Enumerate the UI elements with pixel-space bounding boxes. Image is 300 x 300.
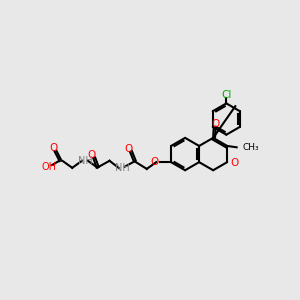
Text: O: O bbox=[124, 144, 133, 154]
Text: O: O bbox=[231, 158, 239, 168]
Text: OH: OH bbox=[41, 162, 56, 172]
Text: NH: NH bbox=[115, 163, 130, 173]
Text: Cl: Cl bbox=[221, 90, 232, 100]
Text: CH₃: CH₃ bbox=[242, 143, 259, 152]
Text: O: O bbox=[211, 119, 219, 129]
Text: NH: NH bbox=[78, 156, 93, 166]
Text: O: O bbox=[88, 150, 96, 160]
Text: O: O bbox=[151, 157, 159, 167]
Text: O: O bbox=[50, 143, 58, 153]
